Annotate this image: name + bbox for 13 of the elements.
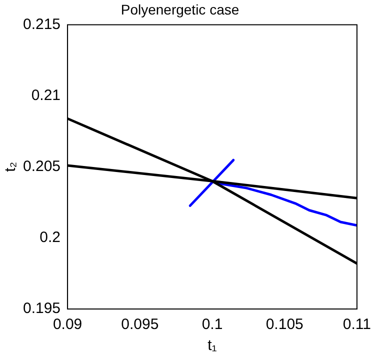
y-axis-title: t₂: [2, 162, 20, 172]
x-tick-label: 0.105: [266, 316, 304, 334]
chart-title: Polyenergetic case: [120, 1, 240, 18]
y-tick-label: 0.195: [22, 300, 61, 318]
y-tick-label: 0.215: [22, 16, 61, 33]
x-tick-label: 0.11: [342, 316, 372, 334]
y-tick-label: 0.21: [31, 86, 61, 104]
y-tick-label: 0.205: [22, 158, 61, 176]
x-tick-label: 0.095: [121, 316, 159, 334]
x-axis-title: t₁: [208, 337, 217, 354]
x-tick-label: 0.1: [202, 316, 223, 334]
y-tick-label: 0.2: [40, 229, 61, 246]
x-tick-label: 0.09: [52, 316, 82, 334]
